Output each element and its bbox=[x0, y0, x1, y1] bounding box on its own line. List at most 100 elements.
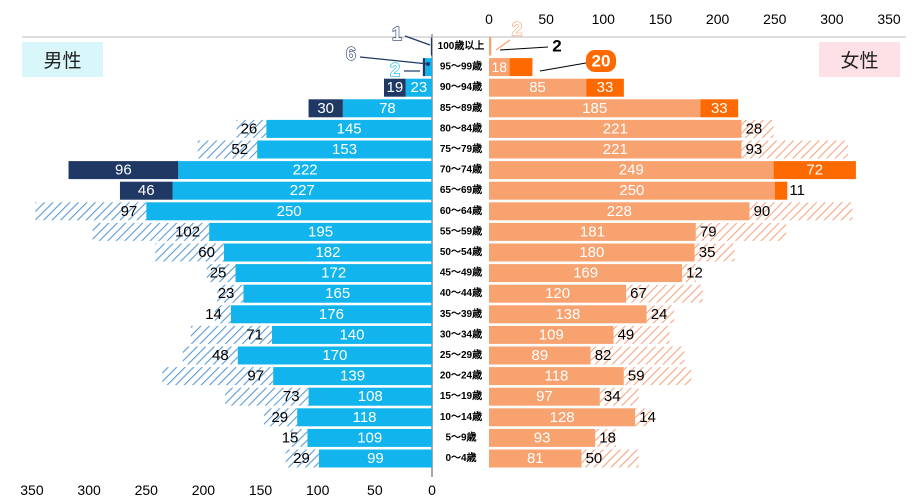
male-base-bar bbox=[342, 99, 432, 118]
male-decrease-label: 26 bbox=[241, 120, 258, 137]
female-callout-95-increase: 20 bbox=[592, 52, 611, 71]
female-decrease-label: 28 bbox=[746, 120, 763, 137]
bottom-axis-tick: 0 bbox=[428, 482, 436, 498]
female-decrease-bar bbox=[595, 428, 616, 447]
male-decrease-label: 52 bbox=[231, 141, 248, 158]
age-category-label: 10～14歳 bbox=[440, 410, 482, 423]
female-base-bar bbox=[489, 264, 683, 283]
female-callout-100plus-top: 2 bbox=[512, 20, 523, 41]
bottom-axis-tick: 250 bbox=[135, 482, 159, 498]
male-decrease-label: 23 bbox=[218, 285, 235, 302]
male-callout-95-base: 6 bbox=[346, 44, 356, 64]
age-category-label: 95～99歳 bbox=[440, 60, 482, 73]
female-decrease-label: 12 bbox=[686, 265, 703, 282]
bottom-axis-tick: 350 bbox=[20, 482, 44, 498]
top-axis-tick: 250 bbox=[763, 11, 787, 27]
female-decrease-bar bbox=[635, 408, 652, 427]
female-decrease-bar bbox=[626, 284, 703, 303]
female-decrease-label: 34 bbox=[604, 388, 621, 405]
top-axis-tick: 350 bbox=[877, 11, 901, 27]
male-base-bar bbox=[297, 408, 432, 427]
female-base-bar bbox=[489, 387, 600, 406]
female-base-bar bbox=[489, 161, 774, 180]
male-base-label: 140 bbox=[339, 326, 364, 343]
female-decrease-bar bbox=[646, 305, 675, 324]
male-base-bar bbox=[146, 202, 432, 221]
male-base-bar bbox=[178, 161, 432, 180]
age-category-label: 75～79歳 bbox=[440, 142, 482, 155]
female-base-label: 250 bbox=[619, 182, 644, 199]
bars: 100歳以上 95～99歳 18 90～94歳 23 19 85 33 85～89歳 78 30 18… bbox=[35, 37, 856, 468]
male-callout-line bbox=[359, 56, 429, 65]
male-decrease-bar bbox=[155, 243, 224, 262]
female-decrease-bar bbox=[749, 202, 853, 221]
female-base-bar bbox=[489, 305, 647, 324]
male-decrease-bar bbox=[290, 428, 308, 447]
male-decrease-label: 73 bbox=[283, 388, 300, 405]
female-decrease-label: 82 bbox=[595, 347, 612, 364]
female-decrease-label: 18 bbox=[599, 429, 616, 446]
age-category-label: 90～94歳 bbox=[440, 80, 482, 93]
female-decrease-label: 14 bbox=[639, 409, 656, 426]
female-callout-line bbox=[499, 46, 549, 51]
female-decrease-bar bbox=[741, 140, 848, 159]
male-decrease-label: 97 bbox=[247, 368, 264, 385]
male-base-label: 182 bbox=[315, 244, 340, 261]
age-category-label: 60～64歳 bbox=[440, 204, 482, 217]
male-base-bar bbox=[243, 284, 432, 303]
female-decrease-label: 35 bbox=[699, 244, 716, 261]
male-callout-100plus: 1 bbox=[392, 24, 402, 44]
male-base-bar bbox=[172, 181, 432, 200]
male-base-bar bbox=[318, 449, 432, 468]
bottom-axis-tick: 200 bbox=[192, 482, 216, 498]
female-decrease-bar bbox=[695, 222, 787, 241]
female-increase-bar bbox=[509, 58, 533, 77]
female-decrease-label: 49 bbox=[618, 326, 635, 343]
age-category-label: 80～84歳 bbox=[440, 121, 482, 134]
male-base-label: 145 bbox=[337, 120, 362, 137]
male-base-label: 153 bbox=[332, 141, 357, 158]
male-decrease-label: 102 bbox=[175, 223, 200, 240]
male-base-bar bbox=[209, 222, 432, 241]
bottom-axis-tick: 50 bbox=[367, 482, 383, 498]
age-category-label: 85～89歳 bbox=[440, 101, 482, 114]
male-decrease-bar bbox=[35, 202, 147, 221]
age-category-label: 20～24歳 bbox=[440, 369, 482, 382]
male-base-label: 195 bbox=[308, 223, 333, 240]
male-base-label: 23 bbox=[411, 79, 428, 96]
female-base-label: 221 bbox=[603, 141, 628, 158]
female-base-label: 18 bbox=[491, 59, 507, 75]
male-callout-95-increase: 2 bbox=[390, 60, 400, 80]
male-decrease-label: 29 bbox=[271, 409, 288, 426]
age-category-label: 15～19歳 bbox=[440, 389, 482, 402]
male-base-label: 99 bbox=[367, 450, 384, 467]
male-base-bar bbox=[271, 325, 432, 344]
male-increase-bar bbox=[383, 78, 406, 97]
male-decrease-bar bbox=[225, 387, 309, 406]
male-decrease-bar bbox=[236, 119, 267, 138]
male-decrease-bar bbox=[197, 140, 258, 159]
male-base-label: 139 bbox=[340, 368, 365, 385]
male-decrease-bar bbox=[190, 325, 272, 344]
age-category-label: 30～34歳 bbox=[440, 327, 482, 340]
female-base-bar bbox=[489, 181, 775, 200]
male-base-label: 165 bbox=[325, 285, 350, 302]
female-decrease-bar bbox=[581, 449, 639, 468]
female-callout-line bbox=[495, 39, 511, 51]
female-decrease-bar bbox=[613, 325, 670, 344]
male-increase-bar bbox=[422, 58, 426, 77]
female-base-label: 81 bbox=[527, 450, 544, 467]
male-base-bar bbox=[237, 346, 432, 365]
male-decrease-bar bbox=[217, 284, 244, 303]
male-base-label: 176 bbox=[319, 306, 344, 323]
male-decrease-bar bbox=[214, 305, 231, 324]
female-increase-label: 72 bbox=[806, 162, 823, 179]
female-decrease-bar bbox=[694, 243, 735, 262]
bottom-axis-tick: 300 bbox=[77, 482, 101, 498]
age-category-label: 35～39歳 bbox=[440, 307, 482, 320]
female-base-bar bbox=[489, 99, 701, 118]
male-increase-label: 96 bbox=[115, 162, 132, 179]
female-decrease-bar bbox=[599, 387, 639, 406]
female-base-label: 181 bbox=[580, 223, 605, 240]
